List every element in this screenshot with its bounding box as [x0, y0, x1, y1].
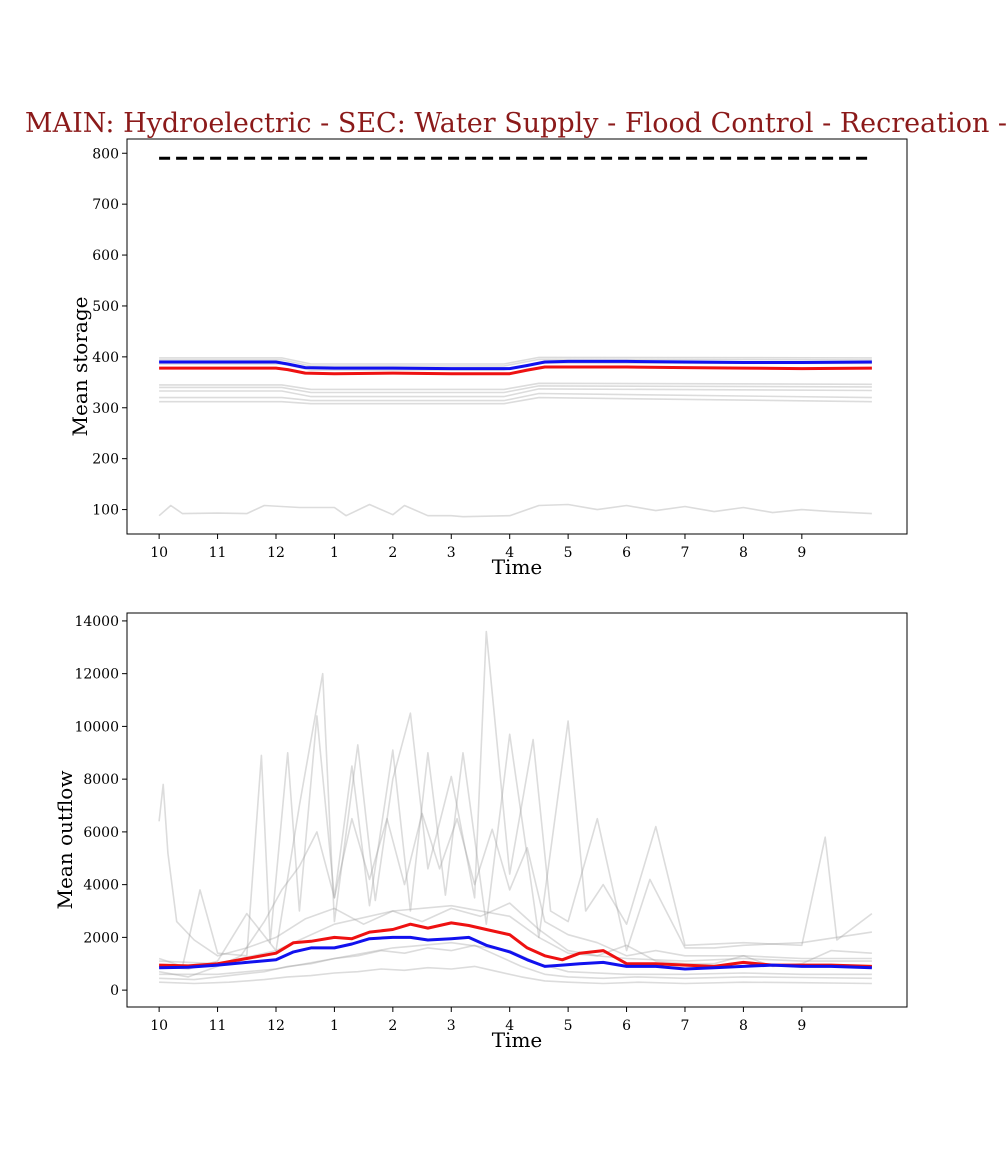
storage-y-tick-label: 800 [92, 146, 119, 162]
outflow-x-tick-label: 5 [564, 1018, 573, 1034]
outflow-y-tick-label: 4000 [83, 878, 119, 894]
storage-y-tick-label: 100 [92, 503, 119, 519]
outflow-ensemble-line [159, 965, 872, 985]
outflow-ensemble-line [159, 630, 873, 970]
storage-blue-line [159, 359, 872, 371]
outflow-y-tick-label: 10000 [74, 719, 119, 735]
storage-x-tick-label: 2 [388, 545, 397, 561]
outflow-y-tick-label: 8000 [83, 772, 119, 788]
storage-x-tick-label: 1 [330, 545, 339, 561]
outflow-ensemble-line [158, 715, 873, 968]
outflow-x-tick-label: 7 [681, 1018, 690, 1034]
storage-y-axis-label: Mean storage [68, 297, 92, 437]
storage-y-axis-ticks: 100 200 300 400 500 600 700 800 [92, 146, 127, 519]
storage-x-tick-label: 6 [622, 545, 631, 561]
storage-x-tick-label: 4 [505, 545, 514, 561]
outflow-x-tick-label: 9 [797, 1018, 806, 1034]
storage-ensemble-line [158, 503, 872, 518]
storage-x-tick-label: 9 [797, 545, 806, 561]
storage-series-lines [159, 156, 872, 376]
storage-plot-frame [126, 138, 908, 535]
storage-ensemble-line [159, 392, 872, 402]
outflow-ensemble-line [159, 941, 872, 976]
figure-title: MAIN: Hydroelectric - SEC: Water Supply … [25, 108, 1007, 139]
storage-x-tick-label: 8 [739, 545, 748, 561]
storage-x-tick-label: 5 [564, 545, 573, 561]
outflow-y-tick-label: 6000 [83, 825, 119, 841]
outflow-ensemble-line [158, 812, 872, 978]
storage-ensemble-line [159, 362, 872, 371]
storage-ensemble-line [159, 385, 872, 394]
storage-ensemble-line [159, 358, 872, 367]
outflow-series-lines [159, 921, 872, 971]
outflow-x-tick-label: 8 [739, 1018, 748, 1034]
outflow-y-axis-label: Mean outflow [53, 771, 77, 910]
outflow-y-tick-label: 0 [110, 983, 119, 999]
outflow-x-tick-label: 10 [150, 1018, 168, 1034]
storage-y-tick-label: 200 [92, 452, 119, 468]
outflow-x-tick-label: 12 [267, 1018, 285, 1034]
storage-ensemble-line [159, 356, 872, 365]
outflow-x-tick-label: 3 [447, 1018, 456, 1034]
outflow-x-tick-label: 6 [622, 1018, 631, 1034]
outflow-plot-frame [126, 612, 908, 1008]
storage-ensemble-lines [158, 356, 872, 518]
storage-y-tick-label: 700 [92, 197, 119, 213]
outflow-x-axis-ticks: 10 11 12 1 2 3 4 5 6 7 8 9 [150, 1007, 806, 1034]
storage-ensemble-line [159, 388, 872, 398]
storage-y-tick-label: 400 [92, 350, 119, 366]
outflow-y-tick-label: 2000 [83, 930, 119, 946]
storage-x-tick-label: 11 [209, 545, 227, 561]
outflow-x-tick-label: 2 [388, 1018, 397, 1034]
outflow-ensemble-line [159, 944, 872, 981]
storage-y-tick-label: 600 [92, 248, 119, 264]
outflow-x-tick-label: 4 [505, 1018, 514, 1034]
storage-y-tick-label: 500 [92, 299, 119, 315]
outflow-y-tick-label: 12000 [74, 667, 119, 683]
storage-red-line [159, 365, 872, 376]
outflow-blue-line [159, 935, 872, 971]
outflow-x-tick-label: 11 [209, 1018, 227, 1034]
storage-x-tick-label: 10 [150, 545, 168, 561]
storage-x-axis-label: Time [492, 555, 543, 579]
storage-ensemble-line [159, 396, 872, 405]
outflow-y-tick-label: 14000 [74, 614, 119, 630]
outflow-y-axis-ticks: 0 2000 4000 6000 8000 10000 12000 14000 [74, 614, 127, 999]
storage-x-axis-ticks: 10 11 12 1 2 3 4 5 6 7 8 9 [150, 534, 806, 561]
storage-x-tick-label: 12 [267, 545, 285, 561]
outflow-x-axis-label: Time [492, 1028, 543, 1052]
storage-y-tick-label: 300 [92, 401, 119, 417]
outflow-ensemble-line [158, 783, 872, 968]
outflow-x-tick-label: 1 [330, 1018, 339, 1034]
outflow-ensemble-lines [158, 630, 873, 985]
storage-x-tick-label: 7 [681, 545, 690, 561]
storage-x-tick-label: 3 [447, 545, 456, 561]
storage-ensemble-line [159, 382, 872, 391]
